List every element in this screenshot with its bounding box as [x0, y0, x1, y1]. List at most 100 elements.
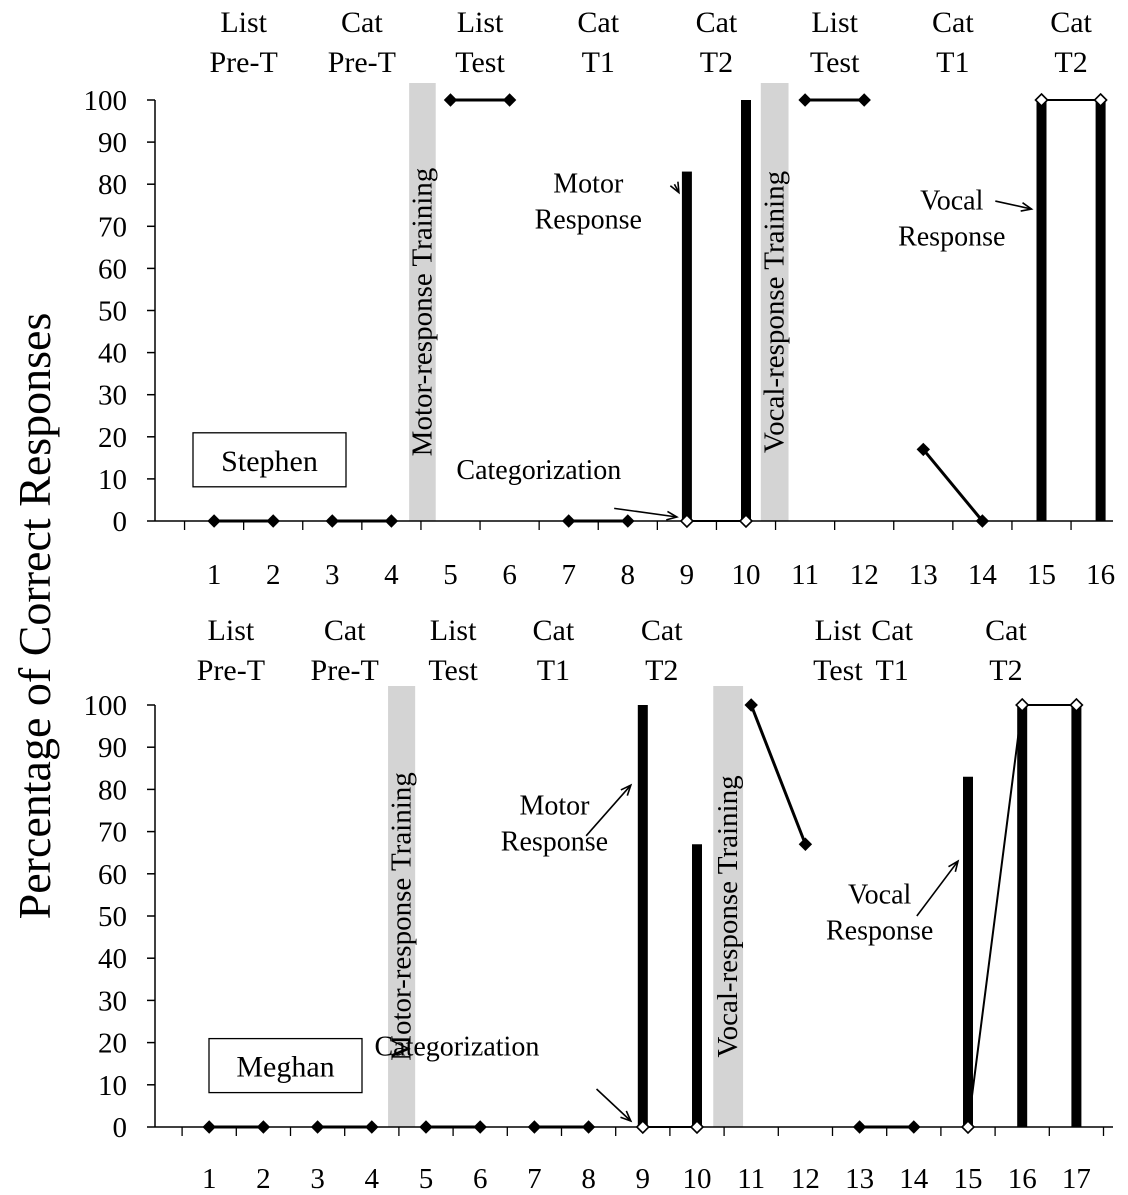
arrow-head-icon	[620, 1110, 633, 1123]
data-point	[1093, 92, 1108, 108]
training-band	[388, 686, 416, 1127]
arrow-head-icon	[669, 181, 680, 195]
training-band-label: Motor-response Training	[406, 168, 438, 457]
y-tick-label: 0	[113, 506, 128, 538]
y-tick-label: 0	[113, 1112, 128, 1144]
y-tick-label: 50	[98, 901, 127, 933]
data-point	[907, 1120, 921, 1134]
phase-label-line2: T2	[700, 46, 733, 79]
y-tick-label: 80	[98, 169, 127, 201]
annotation-text: Response	[501, 827, 608, 858]
data-point	[798, 837, 813, 851]
bar	[1036, 100, 1047, 521]
data-point	[443, 93, 458, 107]
annotation-text: Categorization	[456, 455, 621, 486]
x-tick-label: 16	[1086, 559, 1115, 591]
arrow-head-icon	[948, 859, 960, 873]
y-tick-label: 10	[98, 464, 127, 496]
phase-label-line2: T2	[645, 654, 678, 687]
phase-label-line1: Cat	[324, 614, 366, 647]
bar	[963, 776, 973, 1127]
phase-label-line2: T1	[537, 654, 570, 687]
x-tick-label: 13	[909, 559, 938, 591]
data-point	[744, 698, 758, 712]
x-tick-label: 12	[791, 1163, 820, 1195]
training-band	[409, 83, 436, 521]
phase-label-line1: Cat	[577, 6, 619, 39]
arrow-head-icon	[620, 783, 633, 796]
phase-label-line2: T2	[989, 654, 1022, 687]
data-point	[473, 1120, 487, 1134]
training-band-label: Motor-response Training	[386, 772, 418, 1061]
data-point	[502, 93, 517, 107]
data-point	[419, 1120, 433, 1134]
phase-label-line2: Pre-T	[209, 46, 277, 79]
data-point	[207, 514, 221, 528]
x-tick-label: 16	[1008, 1163, 1037, 1195]
data-point	[202, 1120, 216, 1134]
x-tick-label: 3	[325, 559, 340, 591]
data-line	[922, 448, 984, 522]
phase-label-line1: List	[457, 6, 504, 39]
bar	[1017, 705, 1028, 1127]
x-tick-label: 1	[202, 1163, 217, 1195]
data-point	[256, 1120, 271, 1134]
phase-label-line1: Cat	[985, 614, 1027, 647]
y-tick-label: 40	[98, 338, 127, 370]
bar	[1095, 100, 1106, 521]
y-tick-label: 20	[98, 422, 127, 454]
phase-label-line1: List	[815, 614, 862, 647]
x-tick-label: 7	[561, 559, 576, 591]
bar	[1071, 705, 1082, 1127]
x-tick-label: 12	[850, 559, 879, 591]
phase-label-line2: Test	[813, 654, 863, 687]
data-point	[852, 1120, 867, 1134]
y-tick-label: 100	[84, 85, 128, 117]
training-band	[760, 83, 789, 521]
phase-label-line2: T2	[1054, 46, 1087, 79]
phase-label-line1: Cat	[1050, 6, 1092, 39]
data-point	[916, 442, 931, 457]
phase-label-line1: List	[811, 6, 858, 39]
training-band-label: Vocal-response Training	[759, 171, 791, 453]
annotation-text: Response	[535, 205, 642, 236]
phase-label-line2: Pre-T	[328, 46, 396, 79]
bar	[741, 100, 751, 521]
data-line	[749, 704, 807, 845]
y-tick-label: 80	[98, 774, 127, 806]
phase-label-line2: Test	[428, 654, 478, 687]
data-point	[266, 514, 280, 528]
y-tick-label: 60	[98, 253, 127, 285]
phase-label-line2: Test	[810, 46, 860, 79]
x-tick-label: 9	[680, 559, 695, 591]
phase-label-line2: T1	[936, 46, 969, 79]
y-tick-label: 90	[98, 127, 127, 159]
x-tick-label: 14	[968, 559, 998, 591]
y-tick-label: 30	[98, 380, 127, 412]
x-tick-label: 5	[443, 559, 458, 591]
data-point	[1015, 697, 1030, 713]
participant-name: Meghan	[236, 1051, 334, 1084]
data-point	[581, 1120, 596, 1134]
data-point	[1069, 697, 1084, 713]
data-point	[310, 1120, 325, 1134]
x-tick-label: 2	[266, 559, 281, 591]
data-point	[635, 1119, 650, 1135]
x-tick-label: 6	[473, 1163, 488, 1195]
x-tick-label: 4	[365, 1163, 380, 1195]
y-axis-label: Percentage of Correct Responses	[9, 313, 60, 920]
x-tick-label: 9	[636, 1163, 651, 1195]
annotation-arrow	[585, 784, 632, 837]
y-tick-label: 70	[98, 211, 127, 243]
participant-name: Stephen	[221, 445, 318, 478]
annotation-text: Motor	[519, 791, 590, 822]
annotation-text: Categorization	[375, 1031, 540, 1062]
annotation-text: Response	[826, 915, 933, 946]
x-tick-label: 17	[1062, 1163, 1091, 1195]
panel-stephen: Motor-response Training Vocal-response Tr…	[84, 6, 1116, 591]
bar	[692, 844, 702, 1127]
y-tick-label: 20	[98, 1028, 127, 1060]
phase-label-line1: Cat	[932, 6, 974, 39]
annotation-arrow	[995, 200, 1032, 210]
